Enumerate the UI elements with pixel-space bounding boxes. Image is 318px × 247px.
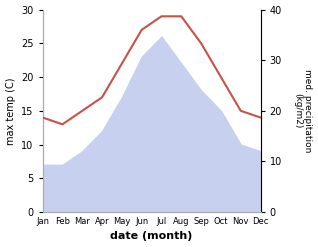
Y-axis label: med. precipitation
(kg/m2): med. precipitation (kg/m2) — [293, 69, 313, 152]
X-axis label: date (month): date (month) — [110, 231, 193, 242]
Y-axis label: max temp (C): max temp (C) — [5, 77, 16, 144]
